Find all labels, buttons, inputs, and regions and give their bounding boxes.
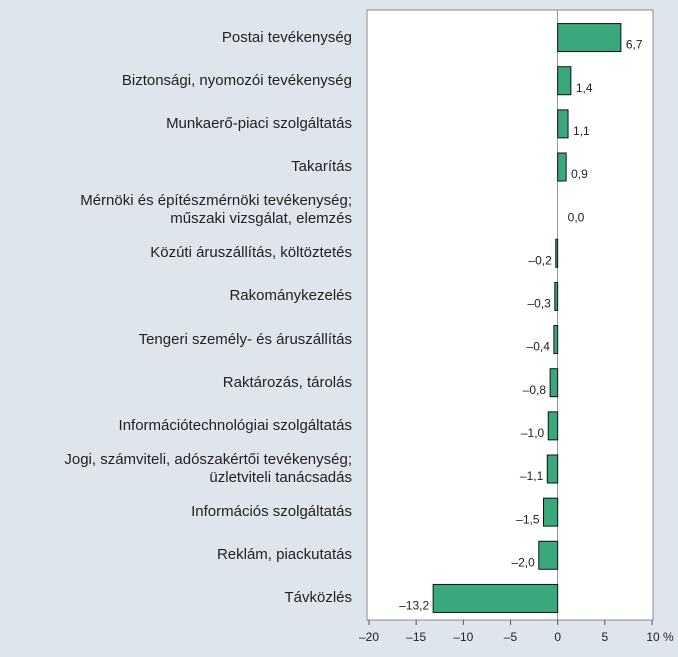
plot-area [366,9,654,621]
x-tick-label: 10 % [646,630,674,644]
value-label: –2,0 [511,555,535,569]
bar [557,109,569,139]
bar [555,238,559,268]
value-label: 1,1 [573,124,590,138]
value-label: –0,8 [523,383,547,397]
value-label: –0,2 [528,253,552,267]
category-label: Közúti áruszállítás, költöztetés [150,244,352,262]
value-label: 0,9 [571,167,588,181]
category-label: Biztonsági, nyomozói tevékenység [121,71,352,89]
bar [557,23,622,53]
bar [547,411,559,441]
category-label: Reklám, piackutatás [216,546,352,564]
bar [538,540,559,570]
value-label: –0,4 [527,340,551,354]
bar [557,66,572,96]
bar [549,368,559,398]
value-label: 1,4 [576,81,593,95]
x-tick-label: 5 [601,630,608,644]
bar [557,152,567,182]
bar [543,497,559,527]
category-label: Távközlés [284,589,352,607]
x-tick-label: –10 [453,630,473,644]
category-label: Mérnöki és építészmérnöki tevékenység; m… [80,192,352,228]
bar [432,583,559,613]
x-tick-label: –5 [504,630,518,644]
category-label: Munkaerő-piaci szolgáltatás [166,114,352,132]
category-label: Rakománykezelés [229,287,352,305]
x-tick-label: –15 [406,630,426,644]
category-label: Tengeri személy- és áruszállítás [138,330,352,348]
value-label: –13,2 [399,599,429,613]
value-label: 0,0 [568,210,585,224]
bar [553,325,559,355]
category-label: Információs szolgáltatás [191,503,352,521]
category-label: Raktározás, tárolás [222,373,352,391]
x-tick-label: 0 [554,630,561,644]
value-label: –0,3 [527,297,551,311]
category-label: Takarítás [291,158,352,175]
bar [546,454,559,484]
bar [554,281,559,311]
category-label: Jogi, számviteli, adószakértői tevékenys… [64,451,352,486]
value-label: –1,0 [521,426,545,440]
category-label: Információtechnológiai szolgáltatás [118,416,352,434]
value-label: –1,5 [516,512,540,526]
value-label: 6,7 [626,38,643,52]
category-label: Postai tevékenység [221,28,352,46]
value-label: –1,1 [520,469,544,483]
x-tick-label: –20 [359,630,379,644]
